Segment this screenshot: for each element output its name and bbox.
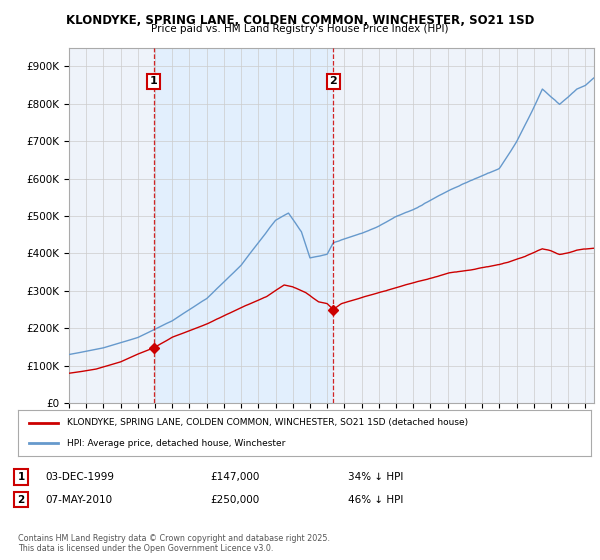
Text: KLONDYKE, SPRING LANE, COLDEN COMMON, WINCHESTER, SO21 1SD: KLONDYKE, SPRING LANE, COLDEN COMMON, WI… <box>66 14 534 27</box>
Text: £147,000: £147,000 <box>210 472 259 482</box>
Text: Contains HM Land Registry data © Crown copyright and database right 2025.
This d: Contains HM Land Registry data © Crown c… <box>18 534 330 553</box>
Text: £250,000: £250,000 <box>210 494 259 505</box>
Text: HPI: Average price, detached house, Winchester: HPI: Average price, detached house, Winc… <box>67 439 285 448</box>
Text: KLONDYKE, SPRING LANE, COLDEN COMMON, WINCHESTER, SO21 1SD (detached house): KLONDYKE, SPRING LANE, COLDEN COMMON, WI… <box>67 418 468 427</box>
Text: 1: 1 <box>150 76 158 86</box>
Text: 07-MAY-2010: 07-MAY-2010 <box>45 494 112 505</box>
Text: 34% ↓ HPI: 34% ↓ HPI <box>348 472 403 482</box>
Text: 1: 1 <box>17 472 25 482</box>
Bar <box>154 48 333 403</box>
Text: 2: 2 <box>329 76 337 86</box>
Text: 46% ↓ HPI: 46% ↓ HPI <box>348 494 403 505</box>
Text: 2: 2 <box>17 494 25 505</box>
Text: Price paid vs. HM Land Registry's House Price Index (HPI): Price paid vs. HM Land Registry's House … <box>151 24 449 34</box>
Text: 03-DEC-1999: 03-DEC-1999 <box>45 472 114 482</box>
